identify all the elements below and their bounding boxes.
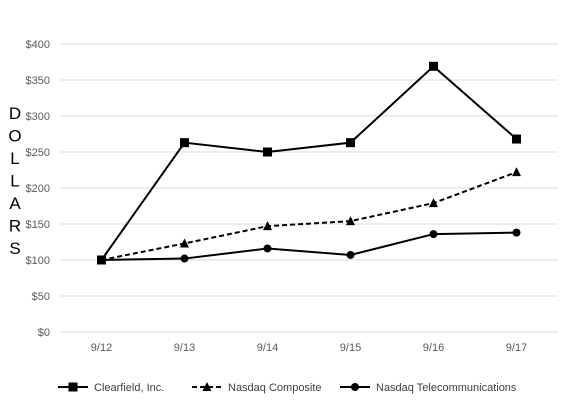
y-tick-label: $100 <box>26 255 50 267</box>
legend-entry: Clearfield, Inc. <box>58 382 164 394</box>
data-point-square <box>346 138 355 148</box>
series-lines <box>97 61 521 265</box>
legend-label: Clearfield, Inc. <box>94 382 164 394</box>
data-point-triangle <box>263 221 272 231</box>
y-axis-label-letter: D <box>9 104 21 123</box>
x-tick-label: 9/13 <box>174 342 195 354</box>
x-tick-label: 9/17 <box>506 342 527 354</box>
legend: Clearfield, Inc. Nasdaq Composite Nasdaq T… <box>58 382 517 394</box>
data-point-square <box>429 61 438 71</box>
series-line <box>101 231 517 261</box>
gridlines <box>60 43 558 333</box>
y-tick-label: $250 <box>26 147 50 159</box>
data-point-triangle <box>202 382 212 391</box>
y-tick-label: $50 <box>32 291 50 303</box>
y-axis-label-letter: L <box>10 149 19 168</box>
y-axis-label-letter: A <box>9 194 21 213</box>
x-tick-label: 9/14 <box>257 342 278 354</box>
series-line <box>100 64 518 261</box>
y-axis-label-letter: O <box>8 127 21 146</box>
y-axis-tick-labels: $0 $50 $100 $150 $200 $250 $300 $350 $400 <box>26 39 50 339</box>
data-point-triangle <box>429 198 438 208</box>
data-point-circle <box>180 254 189 263</box>
y-axis-label-letter: L <box>10 172 19 191</box>
y-axis-label-letter: S <box>9 239 20 258</box>
data-point-triangle <box>346 216 355 226</box>
data-point-triangle <box>512 167 521 177</box>
data-point-square <box>512 134 521 144</box>
data-point-circle <box>351 383 359 391</box>
data-point-circle <box>346 250 355 259</box>
data-point-square <box>68 382 78 392</box>
x-tick-label: 9/12 <box>91 342 112 354</box>
y-tick-label: $300 <box>26 111 50 123</box>
data-point-square <box>263 147 272 157</box>
x-axis-tick-labels: 9/12 9/13 9/14 9/15 9/16 9/17 <box>91 342 527 354</box>
x-tick-label: 9/15 <box>340 342 361 354</box>
legend-entry: Nasdaq Composite <box>192 382 322 394</box>
data-point-circle <box>97 256 106 264</box>
legend-entry: Nasdaq Telecommunications <box>340 382 517 394</box>
y-axis-label-letter: R <box>9 217 21 236</box>
y-tick-label: $200 <box>26 183 50 195</box>
series-line <box>101 171 517 261</box>
legend-label: Nasdaq Composite <box>228 382 322 394</box>
data-point-circle <box>429 230 438 239</box>
series-1 <box>97 167 521 264</box>
y-tick-label: $0 <box>38 327 50 339</box>
data-point-circle <box>263 244 272 253</box>
data-point-square <box>180 138 189 148</box>
x-tick-label: 9/16 <box>423 342 444 354</box>
legend-label: Nasdaq Telecommunications <box>376 382 517 394</box>
series-2 <box>97 228 521 264</box>
data-point-triangle <box>180 238 189 248</box>
y-tick-label: $150 <box>26 219 50 231</box>
y-tick-label: $400 <box>26 39 50 51</box>
y-tick-label: $350 <box>26 75 50 87</box>
data-point-circle <box>512 228 521 237</box>
